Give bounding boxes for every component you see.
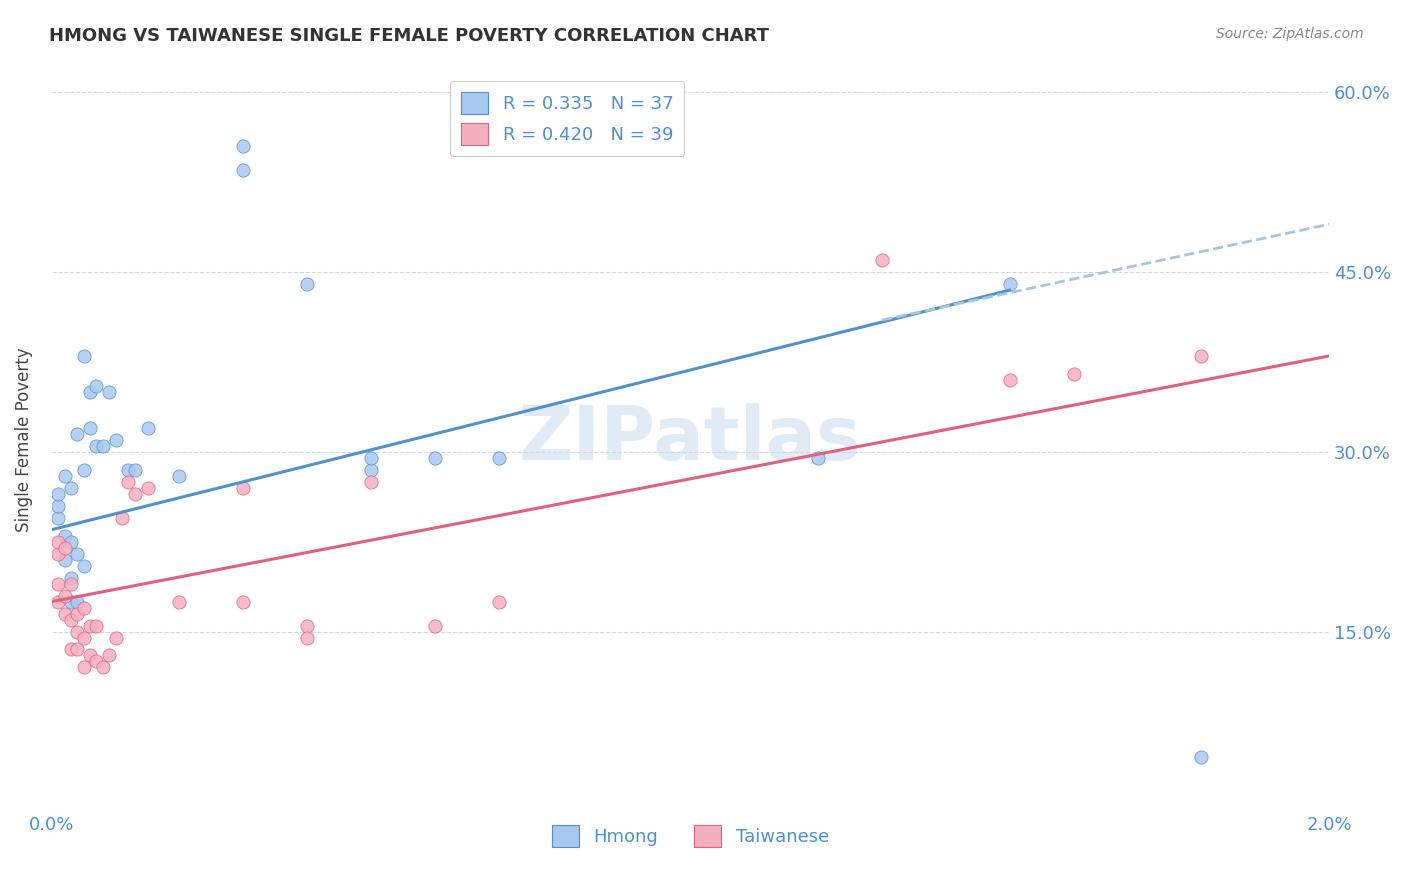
Point — [295, 618, 318, 632]
Point — [73, 631, 96, 645]
Point — [807, 450, 830, 465]
Point — [46, 547, 69, 561]
Point — [66, 547, 89, 561]
Point — [53, 468, 76, 483]
Point — [998, 277, 1021, 292]
Point — [66, 594, 89, 608]
Y-axis label: Single Female Poverty: Single Female Poverty — [15, 348, 32, 533]
Point — [46, 534, 69, 549]
Text: Source: ZipAtlas.com: Source: ZipAtlas.com — [1216, 27, 1364, 41]
Point — [86, 618, 108, 632]
Legend: Hmong, Taiwanese: Hmong, Taiwanese — [544, 818, 837, 855]
Point — [232, 481, 254, 495]
Point — [73, 558, 96, 573]
Point — [488, 594, 510, 608]
Point — [117, 463, 139, 477]
Point — [136, 481, 159, 495]
Point — [870, 253, 893, 268]
Point — [73, 660, 96, 674]
Point — [86, 379, 108, 393]
Point — [1189, 349, 1212, 363]
Point — [79, 421, 101, 435]
Point — [53, 589, 76, 603]
Text: HMONG VS TAIWANESE SINGLE FEMALE POVERTY CORRELATION CHART: HMONG VS TAIWANESE SINGLE FEMALE POVERTY… — [49, 27, 769, 45]
Point — [59, 481, 82, 495]
Point — [423, 618, 446, 632]
Point — [169, 468, 191, 483]
Point — [53, 541, 76, 555]
Point — [104, 631, 127, 645]
Point — [98, 648, 121, 663]
Point — [46, 510, 69, 524]
Point — [79, 618, 101, 632]
Point — [86, 655, 108, 669]
Point — [86, 439, 108, 453]
Point — [73, 463, 96, 477]
Point — [98, 384, 121, 399]
Point — [104, 433, 127, 447]
Point — [136, 421, 159, 435]
Point — [73, 349, 96, 363]
Point — [53, 607, 76, 621]
Point — [232, 594, 254, 608]
Point — [91, 660, 114, 674]
Point — [360, 450, 382, 465]
Point — [91, 439, 114, 453]
Point — [169, 594, 191, 608]
Point — [59, 534, 82, 549]
Point — [423, 450, 446, 465]
Point — [59, 642, 82, 657]
Point — [111, 510, 134, 524]
Point — [488, 450, 510, 465]
Point — [46, 576, 69, 591]
Point — [59, 594, 82, 608]
Point — [295, 277, 318, 292]
Point — [66, 642, 89, 657]
Point — [59, 576, 82, 591]
Point — [53, 529, 76, 543]
Point — [66, 426, 89, 441]
Point — [124, 487, 146, 501]
Point — [1063, 367, 1085, 381]
Point — [360, 475, 382, 489]
Point — [232, 163, 254, 178]
Point — [117, 475, 139, 489]
Point — [46, 594, 69, 608]
Point — [124, 463, 146, 477]
Point — [1189, 750, 1212, 764]
Point — [66, 607, 89, 621]
Point — [360, 463, 382, 477]
Point — [79, 648, 101, 663]
Point — [46, 499, 69, 513]
Point — [295, 631, 318, 645]
Point — [59, 613, 82, 627]
Point — [79, 384, 101, 399]
Point — [232, 139, 254, 153]
Text: ZIPatlas: ZIPatlas — [519, 403, 862, 476]
Point — [53, 552, 76, 566]
Point — [998, 373, 1021, 387]
Point — [66, 624, 89, 639]
Point — [46, 487, 69, 501]
Point — [73, 600, 96, 615]
Point — [59, 571, 82, 585]
